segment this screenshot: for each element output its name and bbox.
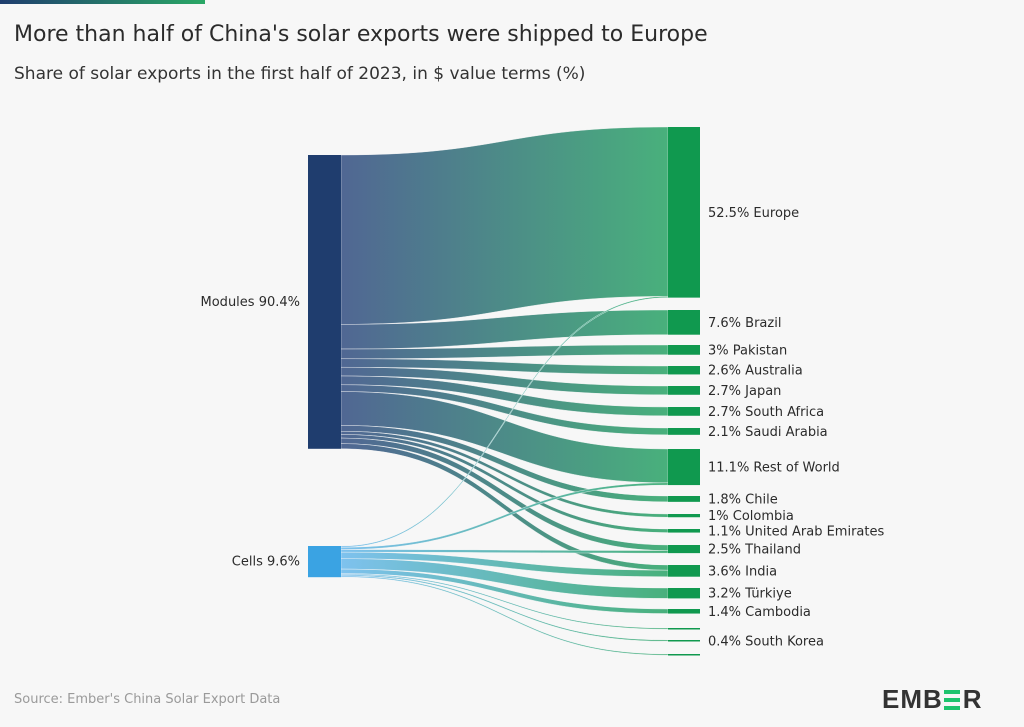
target-node-australia — [668, 366, 700, 375]
logo-e-bars — [943, 689, 960, 710]
target-node-saudi_arabia — [668, 428, 700, 435]
target-label-colombia: 1% Colombia — [708, 509, 794, 524]
target-label-chile: 1.8% Chile — [708, 492, 778, 507]
target-node-thailand — [668, 545, 700, 554]
target-label-turkiye: 3.2% Türkiye — [708, 587, 792, 602]
target-label-australia: 2.6% Australia — [708, 364, 803, 379]
target-label-europe: 52.5% Europe — [708, 206, 799, 221]
chart-title: More than half of China's solar exports … — [14, 22, 708, 47]
target-label-south_korea: 0.4% South Korea — [708, 634, 824, 649]
source-node-cells — [308, 546, 341, 578]
source-node-modules — [308, 155, 341, 449]
target-node-unlabeled_1 — [668, 628, 700, 630]
source-note: Source: Ember's China Solar Export Data — [14, 692, 281, 707]
target-label-india: 3.6% India — [708, 564, 777, 579]
target-label-south_africa: 2.7% South Africa — [708, 405, 824, 420]
accent-bar — [0, 0, 205, 4]
target-label-pakistan: 3% Pakistan — [708, 343, 787, 358]
source-label-modules: Modules 90.4% — [201, 295, 300, 310]
target-node-europe — [668, 127, 700, 298]
target-label-saudi_arabia: 2.1% Saudi Arabia — [708, 425, 828, 440]
target-node-chile — [668, 496, 700, 502]
target-node-unlabeled_2 — [668, 654, 700, 656]
link-cells-thailand — [340, 549, 669, 554]
source-label-cells: Cells 9.6% — [232, 555, 300, 570]
target-node-india — [668, 565, 700, 577]
nodes — [308, 127, 700, 656]
link-modules-europe — [340, 126, 669, 325]
target-node-japan — [668, 386, 700, 395]
target-node-rest_of_world — [668, 449, 700, 486]
target-node-south_africa — [668, 407, 700, 416]
target-node-south_korea — [668, 640, 700, 642]
target-label-thailand: 2.5% Thailand — [708, 543, 801, 558]
target-label-brazil: 7.6% Brazil — [708, 316, 781, 331]
target-label-rest_of_world: 11.1% Rest of World — [708, 461, 840, 476]
links — [340, 126, 669, 656]
target-label-japan: 2.7% Japan — [708, 384, 781, 399]
target-node-turkiye — [668, 588, 700, 599]
chart-subtitle: Share of solar exports in the first half… — [14, 64, 586, 84]
ember-logo: EMB R — [882, 684, 983, 714]
target-node-uae — [668, 529, 700, 533]
target-node-pakistan — [668, 345, 700, 355]
target-label-cambodia: 1.4% Cambodia — [708, 605, 811, 620]
target-node-brazil — [668, 310, 700, 335]
target-node-cambodia — [668, 609, 700, 614]
target-node-colombia — [668, 514, 700, 518]
labels: Modules 90.4% Cells 9.6% 52.5% Europe 7.6% … — [201, 206, 885, 649]
target-label-uae: 1.1% United Arab Emirates — [708, 524, 884, 539]
